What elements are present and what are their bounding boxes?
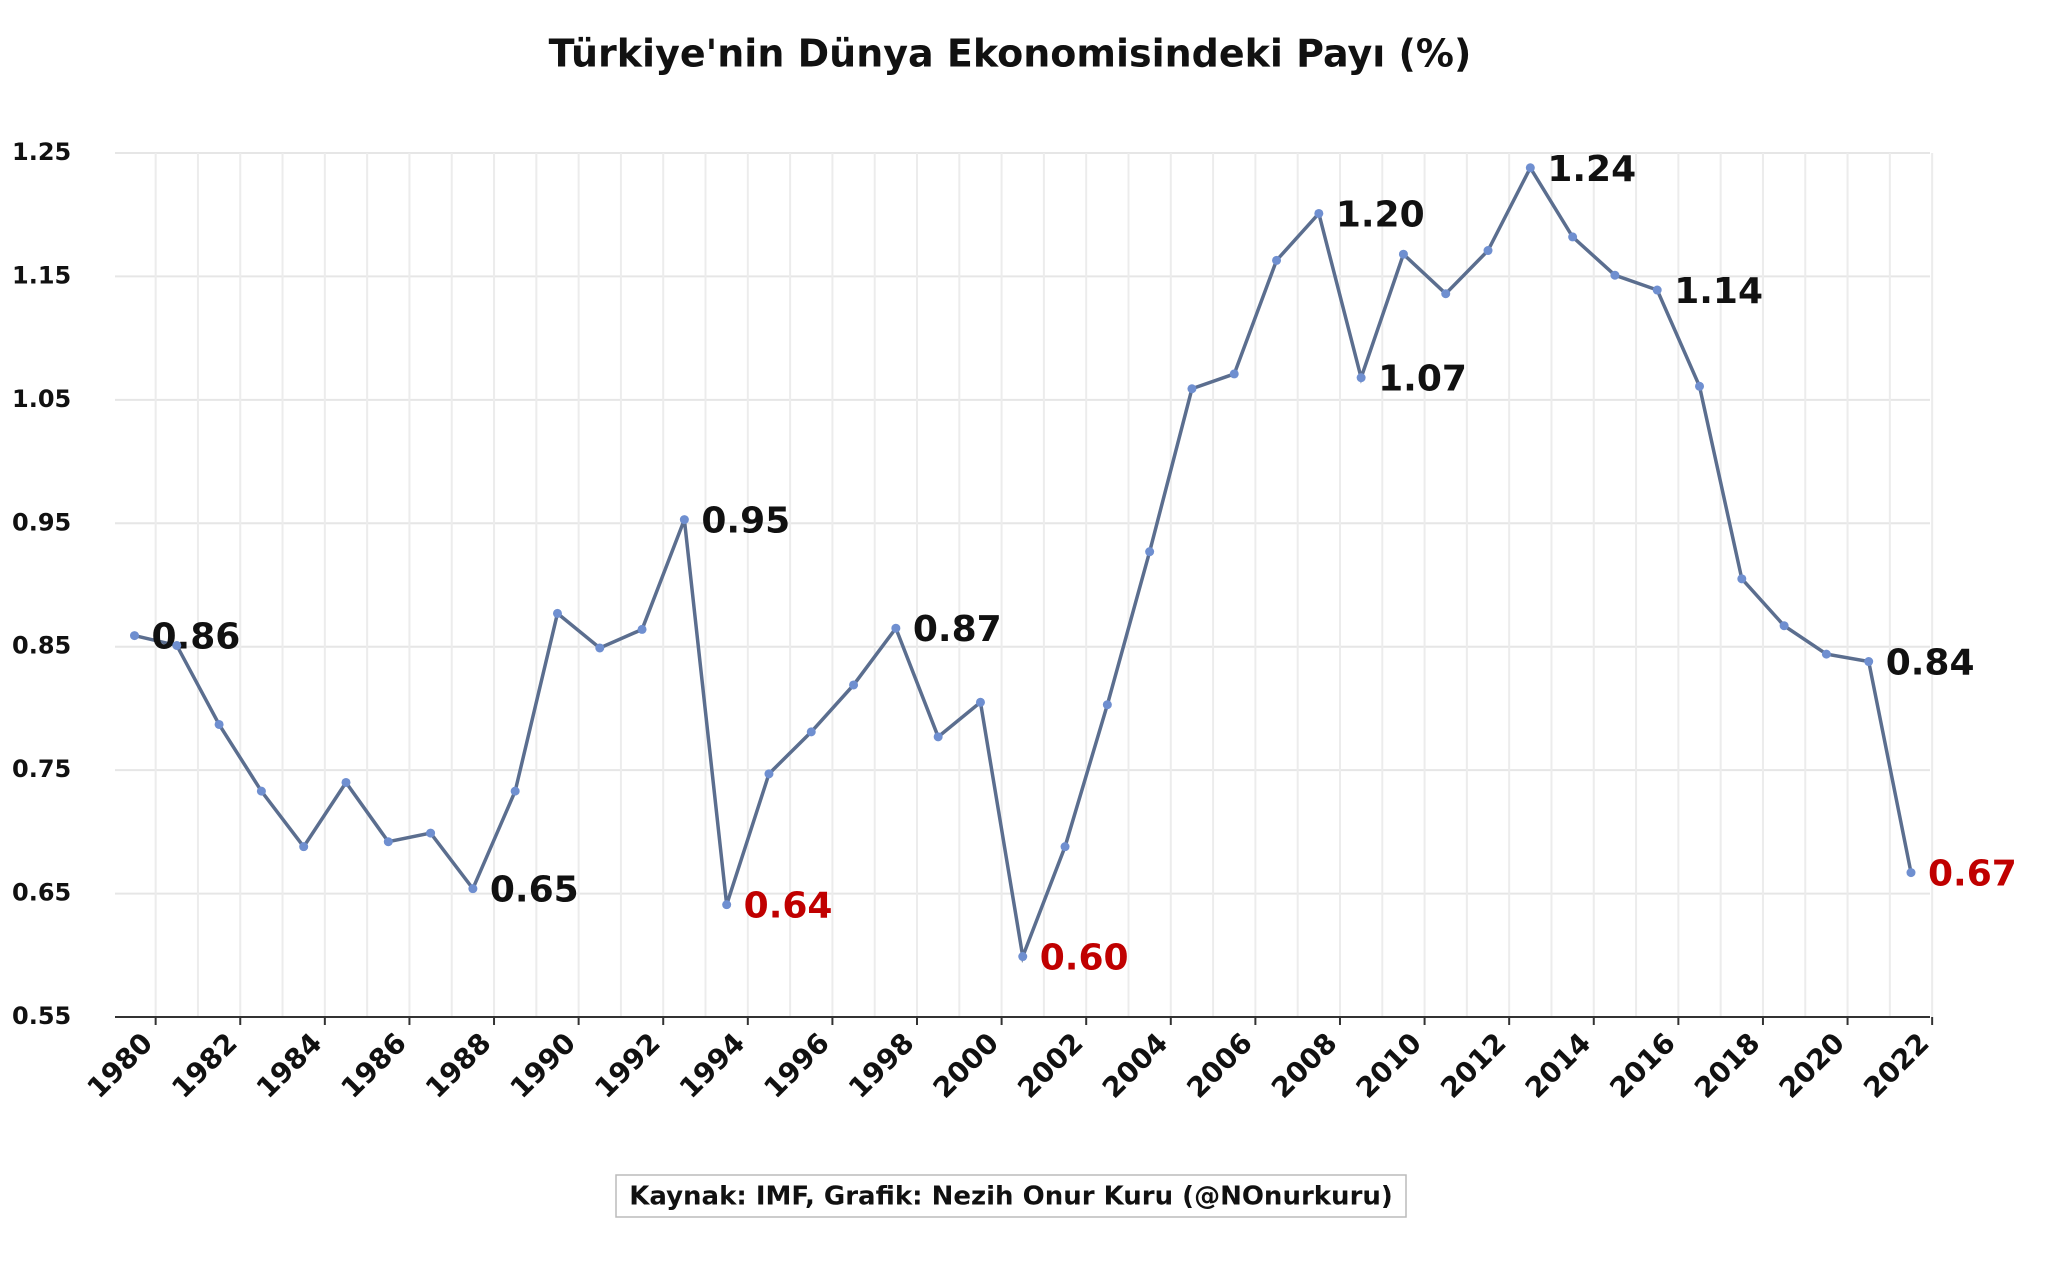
x-tick-label: 1996 [757,1026,835,1104]
point [806,727,816,737]
point [1102,700,1112,710]
point [891,623,901,633]
x-tick-label: 1986 [334,1026,412,1104]
value-label: 1.07 [1378,359,1467,400]
x-tick-label: 1982 [165,1026,243,1104]
value-label: 0.67 [1928,854,2017,895]
point [1652,285,1662,295]
y-tick-label: 1.15 [12,261,71,289]
x-tick-label: 2002 [1011,1026,1089,1104]
value-label: 0.65 [490,870,579,911]
value-label: 1.14 [1674,271,1763,312]
point [468,884,478,894]
value-label: 1.20 [1336,194,1425,235]
point [510,786,520,796]
value-label: 0.87 [913,609,1002,650]
y-tick-label: 0.65 [12,879,71,907]
point [764,769,774,779]
x-tick-label: 1980 [81,1026,159,1104]
point [1568,232,1578,242]
y-tick-label: 1.05 [12,385,71,413]
point [299,842,309,852]
value-label: 0.84 [1886,643,1975,684]
point [595,643,605,653]
line [134,164,1913,964]
value-label: 0.86 [152,617,241,658]
point [383,837,393,847]
source: Kaynak: IMF, Grafik: Nezih Onur Kuru (@N… [629,1182,1393,1212]
y-tick-label: 0.85 [12,632,71,660]
point [1272,255,1282,265]
point [1737,574,1747,584]
x-tick-label: 2022 [1857,1026,1935,1104]
x-tick-label: 2004 [1096,1026,1174,1104]
x-tick-label: 2006 [1180,1026,1258,1104]
value-label: 0.60 [1040,938,1129,979]
x-tick-label: 1984 [250,1026,328,1104]
point [1018,952,1028,962]
point [1821,649,1831,659]
point [341,777,351,787]
y-tick-label: 0.55 [12,1002,71,1030]
x-tick-label: 2018 [1688,1026,1766,1104]
x-tick-label: 1992 [588,1026,666,1104]
point [1906,868,1916,878]
point [722,900,732,910]
x-tick-label: 2000 [927,1026,1005,1104]
x-tick-label: 2010 [1350,1026,1428,1104]
value-label: 1.24 [1547,149,1636,190]
point [1483,246,1493,256]
point [426,828,436,838]
point [1229,369,1239,379]
point [1314,208,1324,218]
x-tick-label: 2020 [1773,1026,1851,1104]
x-tick-label: 1998 [842,1026,920,1104]
point [1398,249,1408,259]
point [1695,381,1705,391]
x-tick-label: 2012 [1434,1026,1512,1104]
point [679,515,689,525]
value-label: 0.64 [744,886,833,927]
x-tick-label: 2008 [1265,1026,1343,1104]
value-label: 0.95 [701,501,790,542]
y-tick-label: 0.75 [12,755,71,783]
point [933,732,943,742]
x-tick-label: 1990 [504,1026,582,1104]
point [1441,289,1451,299]
point [1356,373,1366,383]
point [1779,621,1789,631]
y-tick-label: 0.95 [12,508,71,536]
point [1145,547,1155,557]
point [172,640,182,650]
source-box [615,1174,1407,1218]
x-tick-label: 1994 [673,1026,751,1104]
point [1864,657,1874,667]
point [1525,163,1535,173]
x-tick-label: 2016 [1603,1026,1681,1104]
point [1610,270,1620,280]
point [552,608,562,618]
x-tick-label: 2014 [1519,1026,1597,1104]
point [637,624,647,634]
y-tick-label: 1.25 [12,138,71,166]
point [1060,842,1070,852]
point [214,719,224,729]
point [849,680,859,690]
point [975,697,985,707]
point [1187,384,1197,394]
x-tick-label: 1988 [419,1026,497,1104]
point [130,631,139,641]
chart-title: Türkiye'nin Dünya Ekonomisindeki Payı (%… [549,32,1472,76]
point [256,786,266,796]
